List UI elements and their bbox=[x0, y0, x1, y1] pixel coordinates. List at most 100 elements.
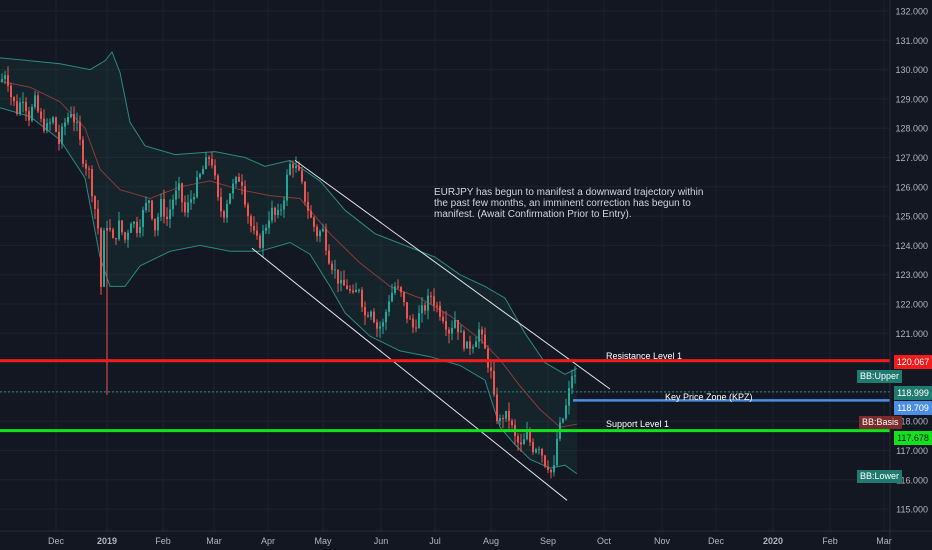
candle-body bbox=[172, 199, 174, 210]
candle-body bbox=[442, 316, 444, 322]
candle-body bbox=[127, 232, 129, 240]
candle-body bbox=[223, 211, 225, 218]
candle-body bbox=[547, 466, 549, 470]
candle-body bbox=[400, 287, 402, 293]
candle-body bbox=[157, 216, 159, 231]
candle-body bbox=[571, 376, 573, 389]
candle-body bbox=[484, 334, 486, 349]
time-axis: Dec 2019 Feb Mar Apr May Jun Jul Aug Sep Oct Nov Dec… bbox=[48, 536, 892, 546]
candle-body bbox=[358, 289, 360, 291]
bb-basis-line bbox=[0, 80, 578, 428]
candle-body bbox=[394, 286, 396, 293]
candle-body bbox=[544, 455, 546, 467]
time-tick-label: Aug bbox=[483, 536, 499, 546]
candle-body bbox=[415, 327, 417, 329]
candle-body bbox=[79, 122, 81, 140]
time-tick-label: Nov bbox=[654, 536, 671, 546]
candle-body bbox=[466, 341, 468, 349]
candle-body bbox=[112, 229, 114, 239]
candle-body bbox=[244, 185, 246, 205]
candle-body bbox=[433, 296, 435, 306]
candle-body bbox=[301, 170, 303, 182]
candle-body bbox=[409, 318, 411, 320]
time-tick-label: Jul bbox=[429, 536, 441, 546]
price-tick-label: 122.000 bbox=[895, 300, 928, 310]
candle-body bbox=[187, 202, 189, 213]
candle-body bbox=[142, 210, 144, 227]
candle-body bbox=[61, 126, 63, 144]
candle-body bbox=[382, 322, 384, 327]
candle-body bbox=[310, 210, 312, 218]
candle-body bbox=[307, 201, 309, 211]
time-tick-label: Jun bbox=[374, 536, 389, 546]
candle-body bbox=[220, 197, 222, 212]
candle-body bbox=[478, 329, 480, 342]
candle-body bbox=[373, 311, 375, 323]
candle-body bbox=[133, 221, 135, 224]
candle-body bbox=[16, 101, 18, 115]
time-tick-label: Apr bbox=[261, 536, 275, 546]
candle-body bbox=[565, 405, 567, 419]
candle-body bbox=[1, 79, 3, 82]
candle-body bbox=[508, 410, 510, 421]
candle-body bbox=[175, 190, 177, 200]
candle-body bbox=[364, 306, 366, 316]
candle-body bbox=[124, 232, 126, 240]
candle-body bbox=[313, 217, 315, 227]
candle-body bbox=[523, 439, 525, 445]
candle-body bbox=[103, 230, 105, 287]
candle-body bbox=[178, 183, 180, 191]
candle-body bbox=[463, 331, 465, 349]
candle-body bbox=[28, 111, 30, 121]
price-tick-label: 117.000 bbox=[896, 446, 928, 456]
candle-body bbox=[397, 286, 399, 288]
candle-body bbox=[265, 227, 267, 231]
candle-body bbox=[352, 290, 354, 293]
candle-body bbox=[184, 202, 186, 213]
time-tick-label: Oct bbox=[597, 536, 612, 546]
candle-body bbox=[253, 226, 255, 231]
candle-body bbox=[370, 311, 372, 317]
candle-body bbox=[283, 200, 285, 210]
candle-body bbox=[226, 203, 228, 218]
candle-body bbox=[43, 118, 45, 131]
candle-body bbox=[100, 228, 102, 287]
candle-body bbox=[22, 101, 24, 103]
candle-body bbox=[424, 305, 426, 311]
candle-body bbox=[292, 164, 294, 169]
candle-body bbox=[4, 75, 6, 80]
candle-body bbox=[316, 226, 318, 237]
price-tick-label: 131.000 bbox=[895, 36, 928, 46]
price-tick-label: 124.000 bbox=[895, 241, 928, 251]
candle-body bbox=[13, 97, 15, 102]
candle-body bbox=[145, 203, 147, 210]
last-price-label: 118.999 bbox=[894, 386, 932, 400]
grid-lines bbox=[0, 0, 890, 531]
candle-body bbox=[475, 341, 477, 348]
price-tick-label: 130.000 bbox=[895, 65, 928, 75]
candle-body bbox=[487, 348, 489, 368]
price-levels[interactable] bbox=[0, 359, 890, 433]
candle-body bbox=[154, 218, 156, 231]
candle-body bbox=[388, 301, 390, 312]
candle-body bbox=[190, 199, 192, 203]
time-tick-label: Feb bbox=[822, 536, 838, 546]
candle-body bbox=[271, 207, 273, 221]
candle-body bbox=[277, 210, 279, 215]
time-tick-label: Mar bbox=[876, 536, 892, 546]
candle-body bbox=[85, 163, 87, 169]
candle-body bbox=[445, 321, 447, 330]
candle-body bbox=[412, 318, 414, 328]
candle-body bbox=[550, 469, 552, 473]
candle-body bbox=[262, 230, 264, 248]
candle-body bbox=[259, 235, 261, 248]
candle-body bbox=[298, 165, 300, 171]
candle-body bbox=[289, 164, 291, 175]
candlestick-series[interactable] bbox=[1, 66, 576, 479]
candle-body bbox=[340, 279, 342, 284]
candle-body bbox=[427, 295, 429, 311]
candle-body bbox=[355, 289, 357, 293]
candle-body bbox=[328, 250, 330, 264]
candle-body bbox=[295, 165, 297, 169]
